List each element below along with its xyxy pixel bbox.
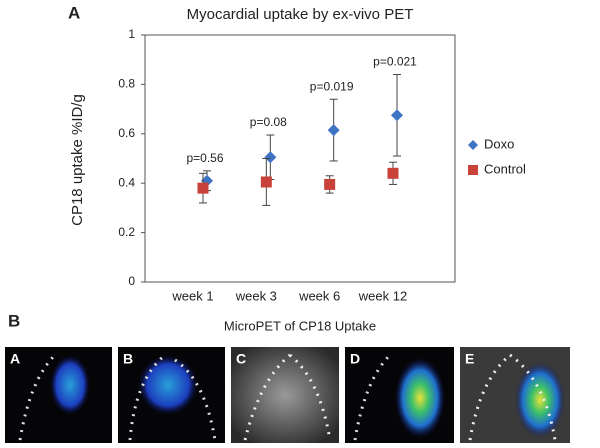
legend-swatch bbox=[468, 140, 478, 150]
y-tick-label: 0.6 bbox=[118, 126, 135, 140]
panel-label: B bbox=[8, 311, 20, 330]
point bbox=[260, 176, 272, 188]
annotation: p=0.08 bbox=[250, 115, 287, 129]
y-axis-label: CP18 uptake %ID/g bbox=[69, 94, 86, 226]
image-a bbox=[5, 347, 112, 443]
y-tick-label: 0.4 bbox=[118, 175, 135, 189]
x-tick-label: week 1 bbox=[171, 288, 213, 303]
annotation: p=0.56 bbox=[186, 151, 223, 165]
legend-swatch bbox=[468, 165, 478, 175]
plot-frame bbox=[144, 34, 456, 283]
panel-label: A bbox=[68, 3, 80, 22]
legend-label: Doxo bbox=[484, 136, 514, 151]
image-label: A bbox=[10, 351, 20, 367]
image-label: E bbox=[465, 351, 474, 367]
y-tick-label: 0.2 bbox=[118, 225, 135, 239]
image-label: C bbox=[236, 351, 246, 367]
panel-b-title: MicroPET of CP18 Uptake bbox=[224, 318, 376, 333]
legend-label: Control bbox=[484, 161, 526, 176]
point bbox=[391, 109, 403, 122]
point bbox=[387, 167, 399, 179]
x-tick-label: week 6 bbox=[298, 288, 340, 303]
point bbox=[197, 182, 209, 194]
y-tick-label: 0 bbox=[128, 274, 135, 288]
annotation: p=0.021 bbox=[373, 55, 417, 69]
image-label: B bbox=[123, 351, 133, 367]
image-c bbox=[231, 347, 339, 443]
point bbox=[327, 124, 340, 137]
annotation: p=0.019 bbox=[310, 79, 354, 93]
image-b bbox=[118, 347, 225, 443]
x-tick-label: week 3 bbox=[235, 288, 277, 303]
x-tick-label: week 12 bbox=[358, 288, 407, 303]
image-d bbox=[345, 347, 454, 443]
y-tick-label: 1 bbox=[128, 27, 135, 41]
point bbox=[324, 178, 336, 190]
point bbox=[264, 151, 277, 164]
chart-title: Myocardial uptake by ex-vivo PET bbox=[187, 6, 414, 23]
image-label: D bbox=[350, 351, 360, 367]
image-e bbox=[460, 347, 570, 443]
y-tick-label: 0.8 bbox=[118, 77, 135, 91]
